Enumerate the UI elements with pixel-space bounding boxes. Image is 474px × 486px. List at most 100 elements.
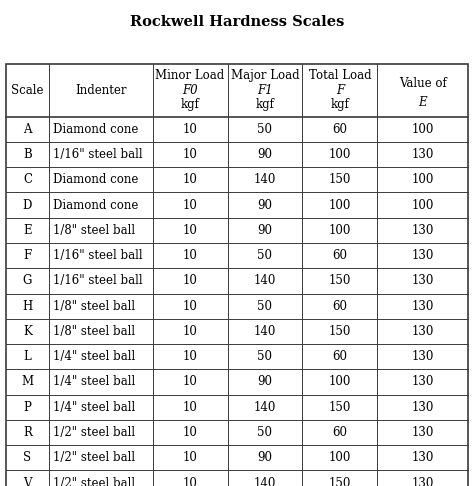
Text: 150: 150: [328, 275, 351, 287]
Text: 10: 10: [182, 300, 198, 312]
Text: 1/16" steel ball: 1/16" steel ball: [53, 249, 143, 262]
Text: Minor Load: Minor Load: [155, 69, 225, 82]
Text: 130: 130: [411, 224, 434, 237]
Text: 10: 10: [182, 199, 198, 211]
Text: 130: 130: [411, 275, 434, 287]
Text: 150: 150: [328, 325, 351, 338]
Text: 10: 10: [182, 224, 198, 237]
Text: 140: 140: [254, 477, 276, 486]
Text: 130: 130: [411, 426, 434, 439]
Text: 1/4" steel ball: 1/4" steel ball: [53, 376, 136, 388]
Text: Total Load: Total Load: [309, 69, 371, 82]
Text: 50: 50: [257, 426, 273, 439]
Text: 100: 100: [411, 199, 434, 211]
Text: F0: F0: [182, 84, 198, 97]
Text: A: A: [23, 123, 32, 136]
Text: 130: 130: [411, 451, 434, 464]
Text: 10: 10: [182, 451, 198, 464]
Text: 150: 150: [328, 401, 351, 414]
Text: 60: 60: [332, 249, 347, 262]
Text: E: E: [23, 224, 32, 237]
Text: 140: 140: [254, 401, 276, 414]
Text: 90: 90: [257, 199, 273, 211]
Text: P: P: [24, 401, 31, 414]
Text: M: M: [21, 376, 34, 388]
Text: 150: 150: [328, 174, 351, 186]
Text: D: D: [23, 199, 32, 211]
Text: G: G: [23, 275, 32, 287]
Text: 10: 10: [182, 426, 198, 439]
Text: kgf: kgf: [255, 99, 274, 111]
Text: 10: 10: [182, 174, 198, 186]
Text: F: F: [23, 249, 32, 262]
Text: E: E: [419, 96, 427, 108]
Text: 100: 100: [328, 224, 351, 237]
Text: H: H: [22, 300, 33, 312]
Text: 100: 100: [411, 123, 434, 136]
Text: V: V: [23, 477, 32, 486]
Text: 130: 130: [411, 376, 434, 388]
Text: F: F: [336, 84, 344, 97]
Text: 50: 50: [257, 249, 273, 262]
Text: 100: 100: [328, 451, 351, 464]
Text: 130: 130: [411, 249, 434, 262]
Text: 100: 100: [328, 376, 351, 388]
Text: 10: 10: [182, 350, 198, 363]
Text: K: K: [23, 325, 32, 338]
Text: 140: 140: [254, 325, 276, 338]
Text: Diamond cone: Diamond cone: [53, 174, 138, 186]
Text: Diamond cone: Diamond cone: [53, 199, 138, 211]
Text: 100: 100: [328, 199, 351, 211]
Text: 90: 90: [257, 451, 273, 464]
Text: 1/4" steel ball: 1/4" steel ball: [53, 350, 136, 363]
Text: 50: 50: [257, 123, 273, 136]
Bar: [6, 64, 468, 486]
Text: 10: 10: [182, 275, 198, 287]
Text: 130: 130: [411, 401, 434, 414]
Text: kgf: kgf: [330, 99, 349, 111]
Text: 50: 50: [257, 350, 273, 363]
Text: 1/4" steel ball: 1/4" steel ball: [53, 401, 136, 414]
Text: 130: 130: [411, 350, 434, 363]
Text: 90: 90: [257, 148, 273, 161]
Text: 140: 140: [254, 174, 276, 186]
Text: Scale: Scale: [11, 84, 44, 97]
Text: 130: 130: [411, 148, 434, 161]
Text: Rockwell Hardness Scales: Rockwell Hardness Scales: [130, 15, 344, 29]
Text: 60: 60: [332, 300, 347, 312]
Text: 1/8" steel ball: 1/8" steel ball: [53, 300, 135, 312]
Text: 130: 130: [411, 325, 434, 338]
Text: 10: 10: [182, 148, 198, 161]
Text: 1/2" steel ball: 1/2" steel ball: [53, 426, 135, 439]
Text: Value of: Value of: [399, 77, 447, 89]
Text: 50: 50: [257, 300, 273, 312]
Text: 1/16" steel ball: 1/16" steel ball: [53, 275, 143, 287]
Text: 150: 150: [328, 477, 351, 486]
Text: R: R: [23, 426, 32, 439]
Text: 10: 10: [182, 376, 198, 388]
Text: 10: 10: [182, 325, 198, 338]
Text: S: S: [23, 451, 32, 464]
Text: 1/16" steel ball: 1/16" steel ball: [53, 148, 143, 161]
Text: 10: 10: [182, 401, 198, 414]
Text: 10: 10: [182, 123, 198, 136]
Text: 90: 90: [257, 376, 273, 388]
Text: 60: 60: [332, 426, 347, 439]
Text: 60: 60: [332, 123, 347, 136]
Text: 1/2" steel ball: 1/2" steel ball: [53, 451, 135, 464]
Text: 1/8" steel ball: 1/8" steel ball: [53, 325, 135, 338]
Text: 1/8" steel ball: 1/8" steel ball: [53, 224, 135, 237]
Text: F1: F1: [257, 84, 273, 97]
Text: B: B: [23, 148, 32, 161]
Text: 130: 130: [411, 300, 434, 312]
Text: 60: 60: [332, 350, 347, 363]
Text: 100: 100: [411, 174, 434, 186]
Text: C: C: [23, 174, 32, 186]
Text: 90: 90: [257, 224, 273, 237]
Text: 1/2" steel ball: 1/2" steel ball: [53, 477, 135, 486]
Text: 140: 140: [254, 275, 276, 287]
Text: Diamond cone: Diamond cone: [53, 123, 138, 136]
Text: Indenter: Indenter: [75, 84, 127, 97]
Text: 10: 10: [182, 249, 198, 262]
Text: Major Load: Major Load: [231, 69, 299, 82]
